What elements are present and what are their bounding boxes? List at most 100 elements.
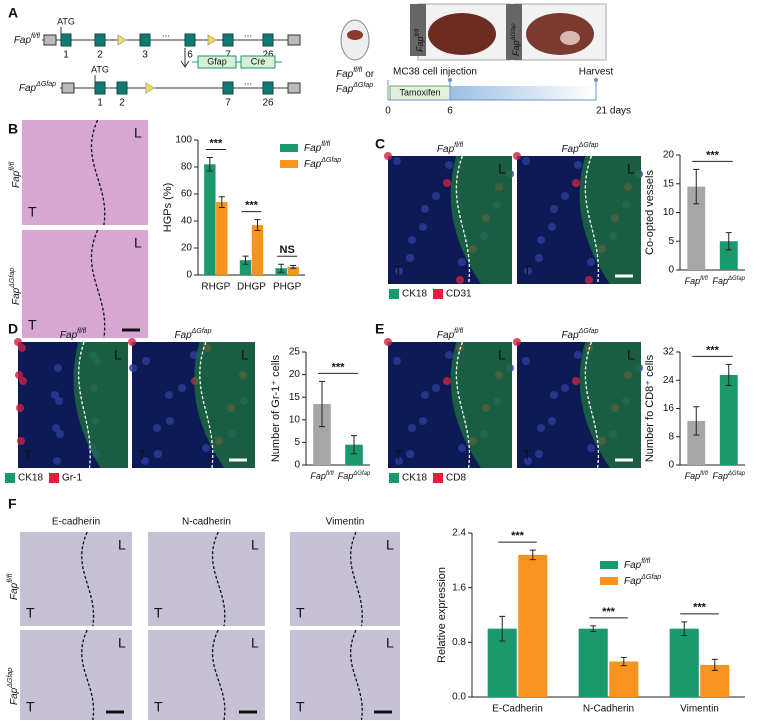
- bar: [287, 266, 299, 275]
- y-axis-label: Relative expression: [436, 567, 448, 663]
- significance-label: ***: [511, 530, 525, 542]
- cell: [142, 357, 150, 365]
- ck18-region: [450, 342, 512, 468]
- tamoxifen-label: Tamoxifen: [399, 87, 440, 97]
- photo-tag: [506, 4, 522, 60]
- x-tick-label: RHGP: [201, 282, 230, 293]
- exon: [184, 33, 196, 47]
- cell: [14, 338, 22, 346]
- ck18-region: [579, 156, 641, 284]
- y-tick-label: 0.8: [452, 637, 466, 648]
- legend-swatch: [600, 577, 618, 585]
- cell: [432, 384, 440, 392]
- region-label: L: [241, 347, 249, 363]
- cell: [165, 391, 173, 399]
- y-tick-label: 25: [289, 347, 301, 358]
- genotype-base: Fap: [437, 330, 455, 341]
- stain-label: CD8: [446, 473, 466, 484]
- genotype-sup: fl/fl: [700, 471, 708, 477]
- cell: [574, 351, 582, 359]
- cell: [432, 192, 440, 200]
- y-tick-label: 24: [663, 375, 675, 386]
- genotype-sup: fl/fl: [700, 276, 708, 282]
- region-label: T: [394, 447, 403, 463]
- exon: [116, 81, 128, 95]
- ck18-region: [579, 342, 641, 468]
- y-tick-label: 0: [668, 460, 674, 471]
- cell: [408, 424, 416, 432]
- cre-box: [240, 55, 276, 69]
- cell: [190, 351, 198, 359]
- atg: ATG: [91, 64, 109, 74]
- genotype-label: FapΔGfap: [7, 668, 20, 705]
- exon: [222, 33, 234, 47]
- genotype-sup: fl/fl: [77, 328, 86, 335]
- micrograph: [22, 120, 148, 225]
- genotype-sup: fl/fl: [454, 142, 463, 149]
- significance-label: ***: [706, 344, 720, 356]
- exon: [94, 33, 106, 47]
- genotype-base: Fap: [415, 36, 425, 52]
- y-tick-label: 20: [181, 243, 193, 254]
- x-tick-label: PHGP: [273, 282, 302, 293]
- cell: [18, 344, 26, 352]
- genotype-sup: ΔGfap: [578, 328, 599, 335]
- liver-icon: [347, 30, 363, 40]
- region-label: L: [251, 537, 259, 553]
- ck18-region: [194, 342, 255, 468]
- genotype-label: Fapfl/fl: [685, 471, 709, 482]
- y-tick-label: 60: [181, 189, 193, 200]
- genotype-sup: fl/fl: [326, 471, 334, 477]
- cell: [419, 223, 427, 231]
- genotype-label: Fapfl/fl: [415, 28, 426, 52]
- genotype-sup: ΔGfap: [35, 81, 56, 88]
- cell: [384, 152, 392, 160]
- exon: [60, 33, 72, 47]
- ck18-region: [73, 342, 128, 468]
- genotype-base: Fap: [19, 83, 37, 94]
- cell: [393, 157, 401, 165]
- cell: [443, 179, 451, 187]
- y-axis-label: Number of Gr-1⁺ cells: [270, 354, 282, 462]
- cell: [408, 236, 416, 244]
- y-tick-label: 10: [663, 207, 675, 218]
- stain-swatch: [49, 473, 59, 483]
- genotype-base: Fap: [9, 687, 20, 705]
- stain-swatch: [433, 473, 443, 483]
- genotype-sup: ΔGfap: [320, 157, 341, 164]
- cell: [587, 258, 595, 266]
- error-bar: [319, 380, 325, 428]
- cell: [393, 357, 401, 365]
- genotype-base: Fap: [11, 170, 22, 188]
- error-bar: [206, 157, 213, 172]
- bar: [518, 554, 548, 697]
- panel-letter: D: [8, 321, 18, 337]
- stain-swatch: [5, 473, 15, 483]
- micrograph: [148, 630, 265, 720]
- cre-label: Cre: [251, 56, 266, 66]
- genotype-base: Fap: [310, 471, 326, 481]
- y-tick-label: 0: [294, 460, 300, 471]
- cell: [421, 205, 429, 213]
- arrow: [180, 48, 190, 68]
- cell: [561, 192, 569, 200]
- micrograph: [20, 630, 132, 720]
- y-tick-label: 8: [668, 431, 674, 442]
- exon: [262, 33, 274, 47]
- atg: ATG: [57, 16, 75, 26]
- cell: [51, 391, 59, 399]
- cell: [406, 254, 414, 262]
- region-label: T: [394, 263, 403, 279]
- cell: [17, 437, 25, 445]
- error-bar: [725, 363, 732, 387]
- exon: [222, 81, 234, 95]
- bar: [719, 374, 738, 465]
- cell: [445, 351, 453, 359]
- micrograph: [22, 230, 148, 338]
- exon-number: 26: [262, 98, 274, 109]
- stain-swatch: [389, 289, 399, 299]
- cell: [524, 267, 532, 275]
- significance-label: ***: [706, 149, 720, 161]
- boundary: [455, 341, 471, 469]
